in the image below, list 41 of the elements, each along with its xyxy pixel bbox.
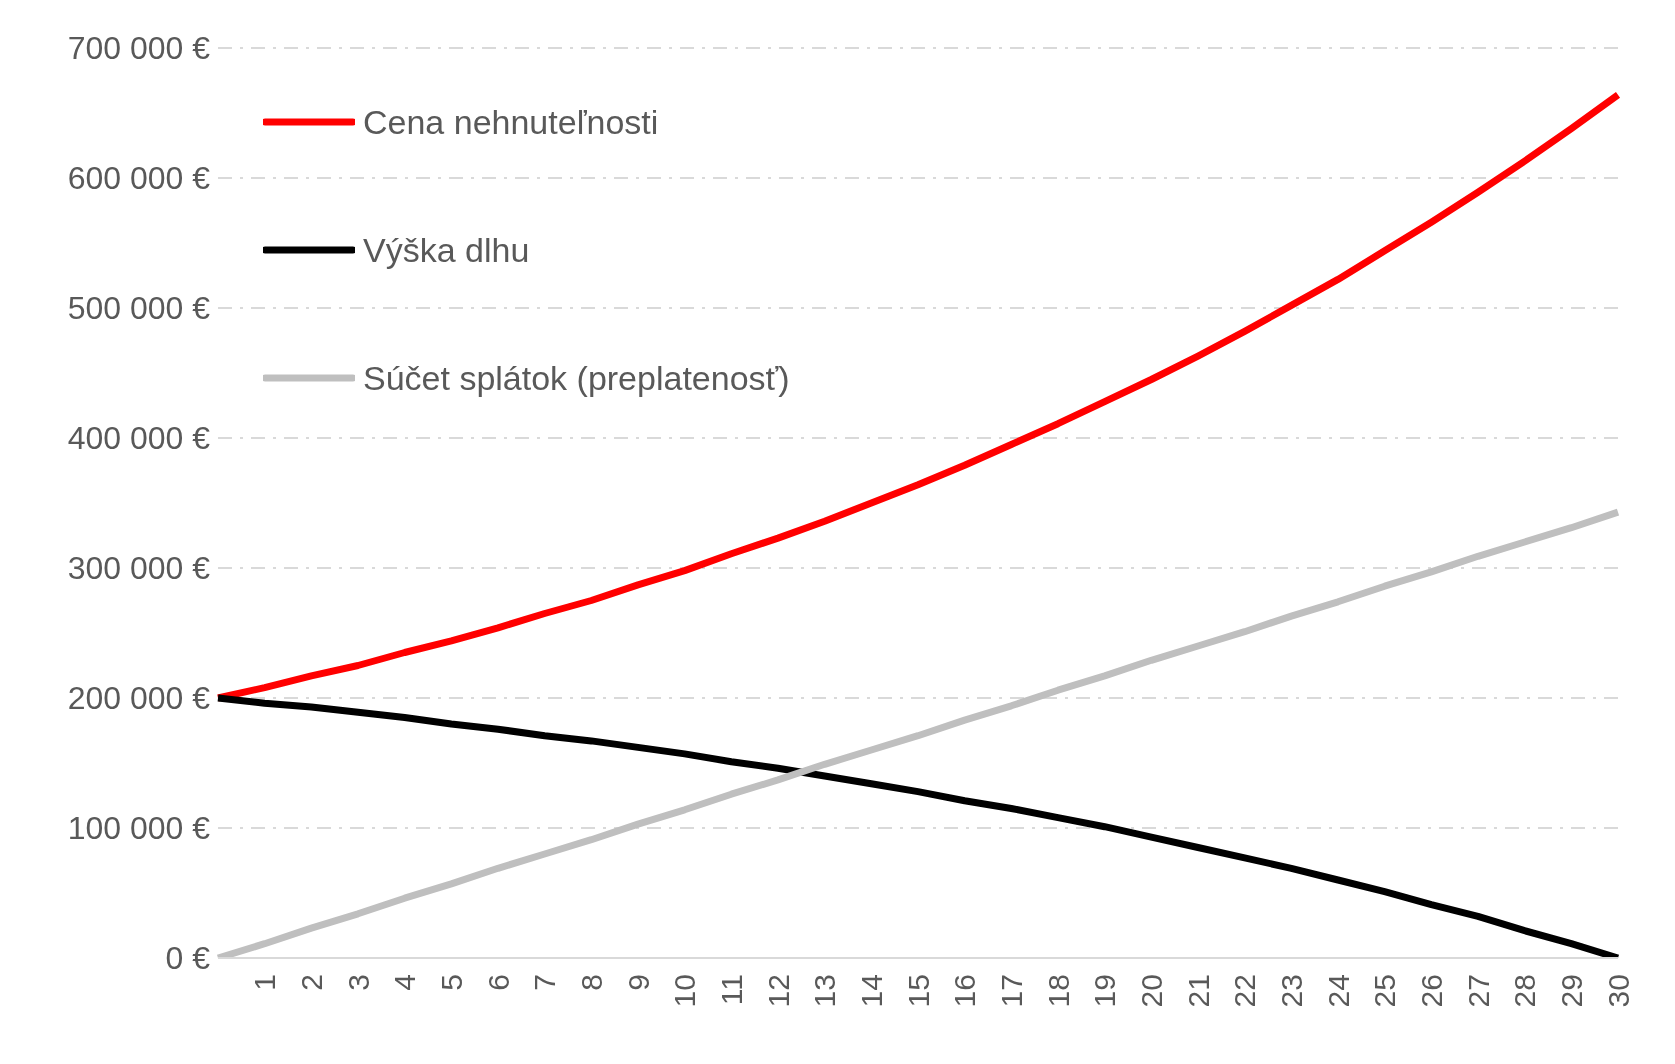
x-tick-label: 25 bbox=[1368, 974, 1402, 1008]
y-tick-label: 500 000 € bbox=[67, 290, 211, 327]
x-tick-label: 3 bbox=[341, 974, 375, 991]
y-tick-label: 0 € bbox=[165, 940, 211, 977]
y-tick-label: 200 000 € bbox=[67, 680, 211, 717]
x-tick-label: 26 bbox=[1414, 974, 1448, 1008]
legend-label: Súčet splátok (preplatenosť) bbox=[363, 358, 790, 398]
x-tick-label: 22 bbox=[1228, 974, 1262, 1008]
x-tick-label: 10 bbox=[668, 974, 702, 1008]
x-tick-label: 1 bbox=[248, 974, 282, 991]
x-tick-label: 21 bbox=[1181, 974, 1215, 1008]
x-tick-label: 30 bbox=[1601, 974, 1635, 1008]
x-tick-label: 11 bbox=[714, 974, 748, 1006]
y-tick-label: 600 000 € bbox=[67, 160, 211, 197]
x-tick-label: 27 bbox=[1461, 974, 1495, 1008]
y-tick-label: 400 000 € bbox=[67, 420, 211, 457]
x-tick-label: 15 bbox=[901, 974, 935, 1008]
x-tick-label: 24 bbox=[1321, 974, 1355, 1008]
y-tick-label: 300 000 € bbox=[67, 550, 211, 587]
x-tick-label: 6 bbox=[481, 974, 515, 991]
x-tick-label: 2 bbox=[294, 974, 328, 991]
x-tick-label: 20 bbox=[1134, 974, 1168, 1008]
x-tick-label: 14 bbox=[854, 974, 888, 1008]
x-tick-label: 9 bbox=[621, 974, 655, 991]
y-tick-label: 100 000 € bbox=[67, 810, 211, 847]
x-tick-label: 18 bbox=[1041, 974, 1075, 1008]
y-tick-label: 700 000 € bbox=[67, 30, 211, 67]
x-tick-label: 8 bbox=[574, 974, 608, 991]
x-tick-label: 23 bbox=[1274, 974, 1308, 1008]
x-tick-label: 17 bbox=[994, 974, 1028, 1008]
x-tick-label: 28 bbox=[1508, 974, 1542, 1008]
legend-label: Cena nehnuteľnosti bbox=[363, 102, 659, 142]
legend-label: Výška dlhu bbox=[363, 230, 530, 270]
x-tick-label: 29 bbox=[1554, 974, 1588, 1008]
x-tick-label: 19 bbox=[1088, 974, 1122, 1008]
x-tick-label: 5 bbox=[434, 974, 468, 991]
x-tick-label: 7 bbox=[528, 974, 562, 991]
x-tick-label: 12 bbox=[761, 974, 795, 1008]
x-tick-label: 4 bbox=[388, 974, 422, 991]
x-tick-label: 13 bbox=[808, 974, 842, 1008]
x-tick-label: 16 bbox=[948, 974, 982, 1008]
